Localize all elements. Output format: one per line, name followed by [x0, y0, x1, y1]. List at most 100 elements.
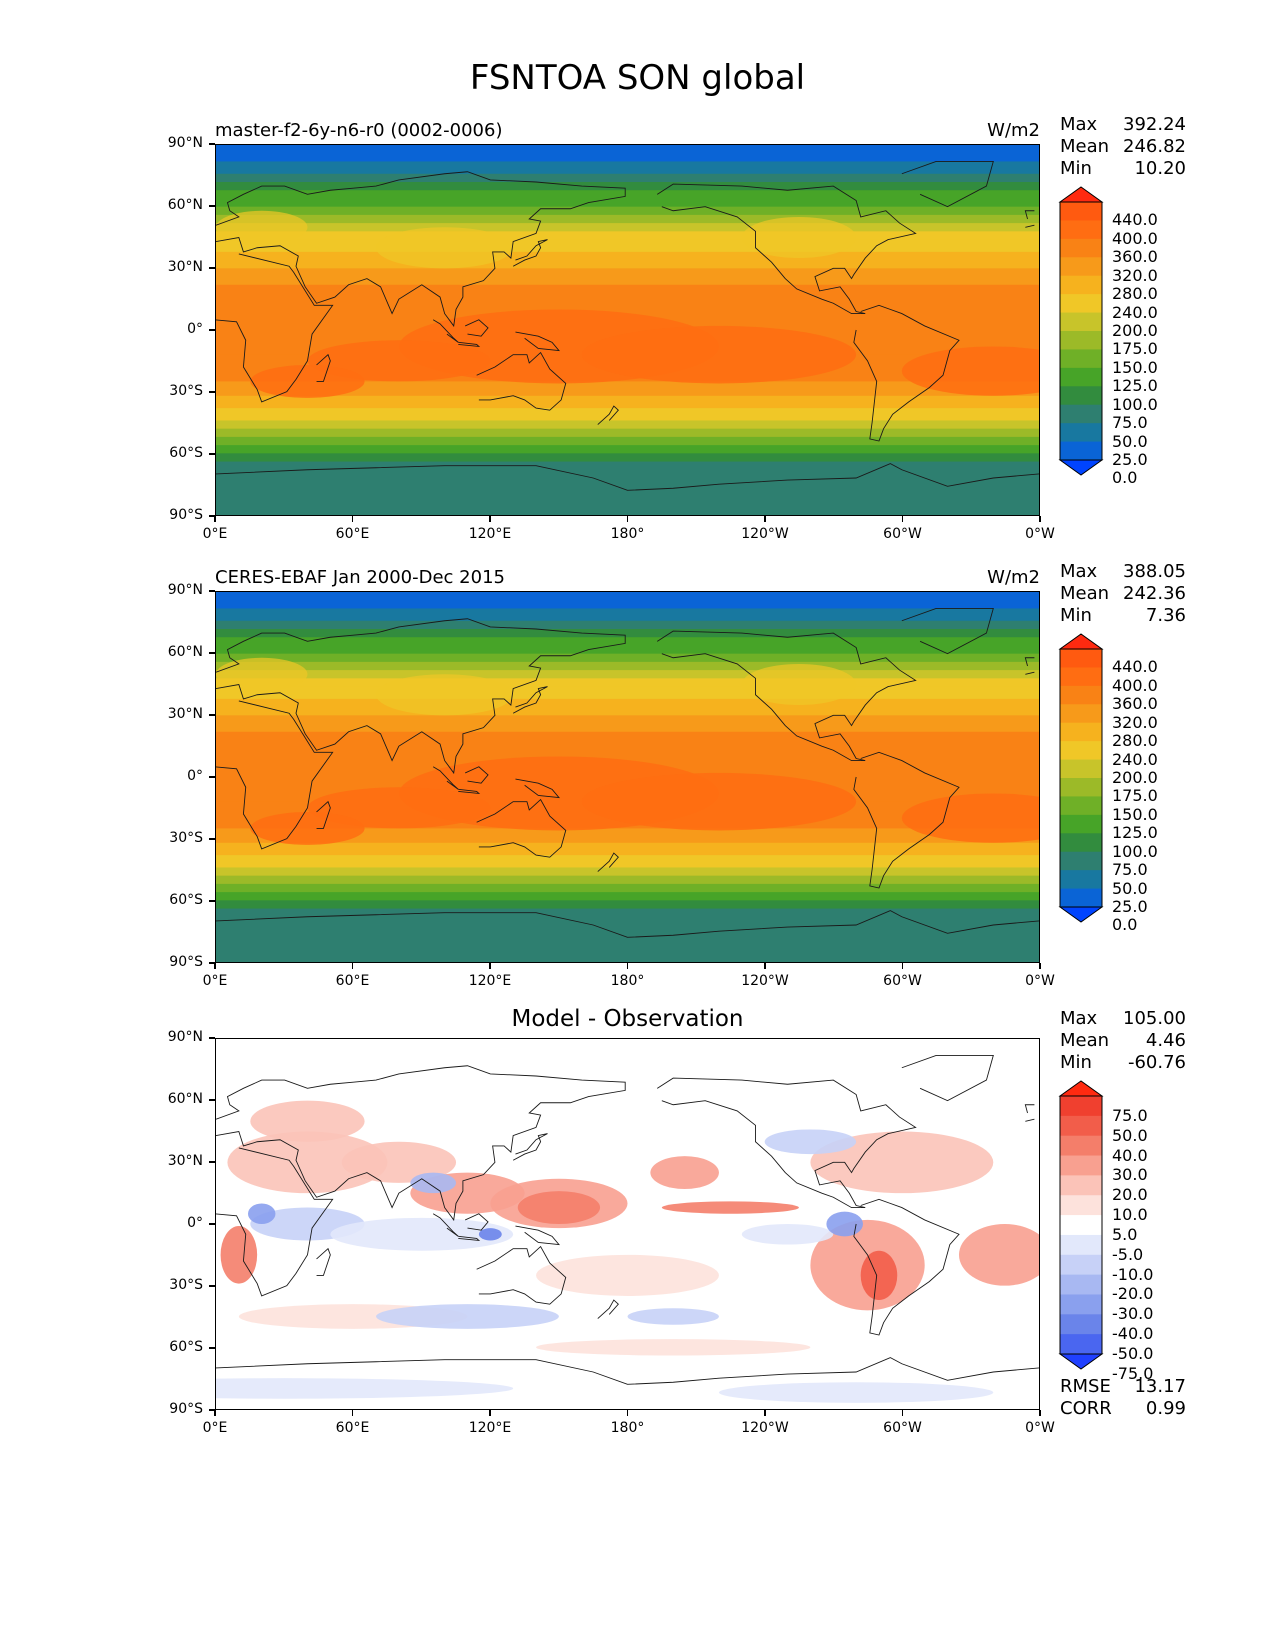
colorbar-over-extend — [1058, 186, 1104, 203]
colorbar-tick-label: 75.0 — [1112, 413, 1148, 433]
lat-tick-label: 30°N — [167, 1153, 203, 1169]
lon-tick — [1039, 1410, 1041, 1416]
field-band — [216, 686, 1039, 700]
coastline — [512, 1133, 548, 1161]
field-band — [216, 381, 1039, 397]
colorbar-outline — [1059, 201, 1103, 461]
field-land-zone — [376, 227, 514, 269]
lon-tick — [489, 1410, 491, 1416]
colorbar-tick-label: 200.0 — [1112, 768, 1158, 787]
lat-tick-label: 0° — [187, 768, 203, 784]
colorbar-segment — [1060, 441, 1102, 461]
colorbar-tick-label: 0.0 — [1112, 915, 1138, 935]
field-anomaly — [227, 1131, 388, 1194]
field-band — [216, 395, 1039, 409]
field-band — [216, 855, 1039, 868]
colorbar-tick-label: -40.0 — [1112, 1324, 1154, 1344]
colorbar-segment — [1060, 1274, 1102, 1295]
field-band — [216, 653, 1039, 663]
field-max-zone — [581, 325, 857, 384]
coastline — [597, 852, 619, 872]
panel-units: W/m2 — [987, 120, 1040, 141]
lat-tick — [209, 1037, 215, 1039]
field-band — [216, 461, 1039, 471]
field-band — [216, 145, 1039, 162]
lat-tick-label: 30°S — [169, 1277, 203, 1293]
lon-tick — [626, 963, 629, 969]
field-band — [216, 284, 1039, 306]
field-band — [216, 637, 1039, 646]
field-anomaly — [741, 1224, 834, 1245]
colorbar-tick-label: 320.0 — [1112, 265, 1158, 285]
lon-tick — [901, 516, 904, 522]
metrics-box: RMSE 13.17 CORR 0.99 — [1060, 1376, 1186, 1420]
field-land-zone — [741, 663, 857, 706]
lon-tick-label: 60°E — [335, 526, 370, 542]
stat-mean-label: Mean — [1060, 136, 1110, 157]
field-band — [216, 436, 1039, 446]
colorbar-tick-label: 75.0 — [1112, 1105, 1148, 1125]
coastline — [1024, 1104, 1035, 1122]
panel-model: master-f2-6y-n6-r0 (0002-0006) W/m2 Max 392… — [0, 114, 1275, 580]
stat-max-label: Max — [1060, 114, 1098, 135]
field-band — [216, 629, 1039, 638]
field-max-zone — [307, 340, 491, 382]
colorbar-segment — [1060, 1135, 1102, 1156]
field-band — [216, 428, 1039, 438]
lat-tick-label: 60°N — [167, 1091, 203, 1107]
lat-tick-label: 0° — [187, 321, 203, 337]
colorbar-tick-label: -75.0 — [1112, 1363, 1154, 1383]
coastline — [476, 798, 567, 858]
coastline — [656, 183, 917, 315]
lon-tick — [351, 963, 354, 969]
colorbar-tick-label: 440.0 — [1112, 657, 1158, 677]
field-band — [216, 469, 1039, 515]
lon-tick-label: 180° — [610, 973, 645, 989]
lon-tick — [626, 1410, 629, 1416]
colorbar-tick-label: 200.0 — [1112, 321, 1158, 340]
coastline — [458, 788, 481, 794]
field-band — [216, 608, 1039, 622]
colorbar — [1058, 1080, 1104, 1370]
coastline — [465, 319, 489, 337]
field-band — [216, 867, 1039, 877]
colorbar-tick-label: 10.0 — [1112, 1205, 1148, 1225]
field-band — [216, 661, 1039, 671]
coastline — [316, 800, 331, 829]
lat-tick — [209, 714, 215, 716]
coastline — [432, 319, 459, 343]
field-bands — [216, 592, 1039, 962]
lon-tick-label: 60°W — [883, 973, 922, 989]
field-band — [216, 182, 1039, 191]
panel-title: Model - Observation — [511, 1006, 744, 1032]
lat-tick — [209, 391, 215, 393]
coastline — [432, 1213, 459, 1237]
stats-box: Max 105.00 Mean 4.46 Min -60.76 — [1060, 1008, 1186, 1074]
field-band — [216, 645, 1039, 655]
lon-tick-label: 0°W — [1025, 1420, 1055, 1436]
colorbar-segment — [1060, 423, 1102, 442]
field-anomaly — [248, 1203, 276, 1224]
field-band — [216, 231, 1039, 241]
colorbar-tick-label: 440.0 — [1112, 210, 1158, 230]
field-anomaly — [410, 1172, 457, 1194]
field-anomaly — [478, 1228, 502, 1241]
metric-corr-value: 0.99 — [1145, 1398, 1186, 1419]
colorbar-segment — [1060, 649, 1102, 668]
coastline — [1024, 210, 1035, 228]
lat-tick-label: 60°N — [167, 197, 203, 213]
coastline — [512, 239, 548, 267]
colorbar-tick-label: -30.0 — [1112, 1304, 1154, 1324]
lon-tick — [764, 963, 766, 969]
lon-tick-label: 60°E — [335, 1420, 370, 1436]
colorbar-over-extend — [1058, 1080, 1104, 1097]
field-land-zone — [216, 657, 308, 691]
lat-tick-label: 90°N — [167, 1029, 203, 1045]
field-anomaly — [517, 1191, 601, 1224]
field-band — [216, 892, 1039, 901]
field-bands — [216, 145, 1039, 515]
lon-tick — [489, 516, 491, 522]
stat-min-label: Min — [1060, 605, 1092, 626]
lat-tick-label: 60°N — [167, 644, 203, 660]
lon-tick — [626, 516, 629, 522]
